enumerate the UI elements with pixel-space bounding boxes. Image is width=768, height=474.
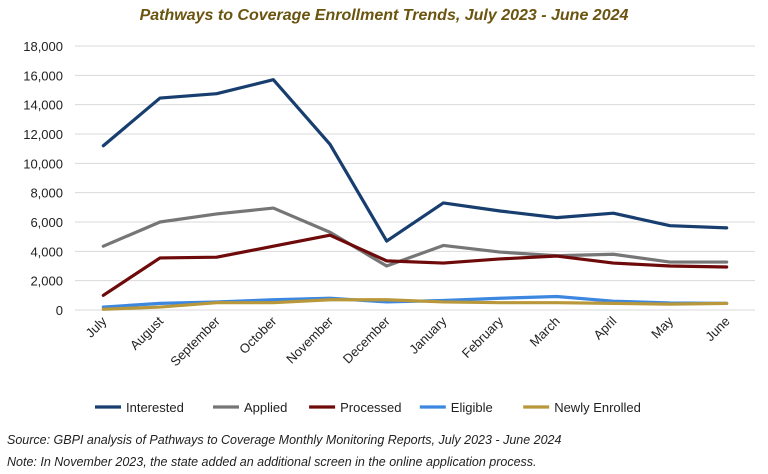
y-tick-label: 6,000 <box>30 215 63 230</box>
legend-label: Interested <box>126 400 184 415</box>
legend-label: Applied <box>244 400 287 415</box>
series-line-applied <box>101 206 729 268</box>
y-tick-label: 18,000 <box>23 39 63 54</box>
legend-label: Eligible <box>451 400 493 415</box>
x-tick-label: May <box>648 313 676 341</box>
source-note: Source: GBPI analysis of Pathways to Cov… <box>7 433 562 447</box>
y-tick-label: 0 <box>56 303 63 318</box>
series-line-newly-enrolled <box>101 298 729 311</box>
y-tick-label: 10,000 <box>23 156 63 171</box>
chart-title: Pathways to Coverage Enrollment Trends, … <box>139 7 629 24</box>
x-tick-label: August <box>127 313 166 352</box>
footnote: Note: In November 2023, the state added … <box>7 455 537 469</box>
x-tick-label: November <box>283 313 336 366</box>
x-tick-label: December <box>340 313 393 366</box>
legend-label: Processed <box>340 400 401 415</box>
x-tick-label: June <box>702 314 733 345</box>
y-tick-label: 2,000 <box>30 274 63 289</box>
legend-label: Newly Enrolled <box>554 400 641 415</box>
x-tick-label: February <box>459 313 507 361</box>
x-tick-label: July <box>82 313 109 340</box>
y-tick-label: 12,000 <box>23 127 63 142</box>
x-tick-label: March <box>527 314 563 350</box>
x-tick-label: September <box>167 313 223 369</box>
x-tick-label: January <box>406 313 450 357</box>
y-tick-label: 4,000 <box>30 244 63 259</box>
x-tick-label: October <box>236 313 280 357</box>
y-tick-label: 8,000 <box>30 186 63 201</box>
series-line-interested <box>101 78 729 243</box>
y-tick-label: 16,000 <box>23 68 63 83</box>
x-tick-label: April <box>590 313 619 342</box>
y-tick-label: 14,000 <box>23 98 63 113</box>
series-line-processed <box>101 233 729 297</box>
